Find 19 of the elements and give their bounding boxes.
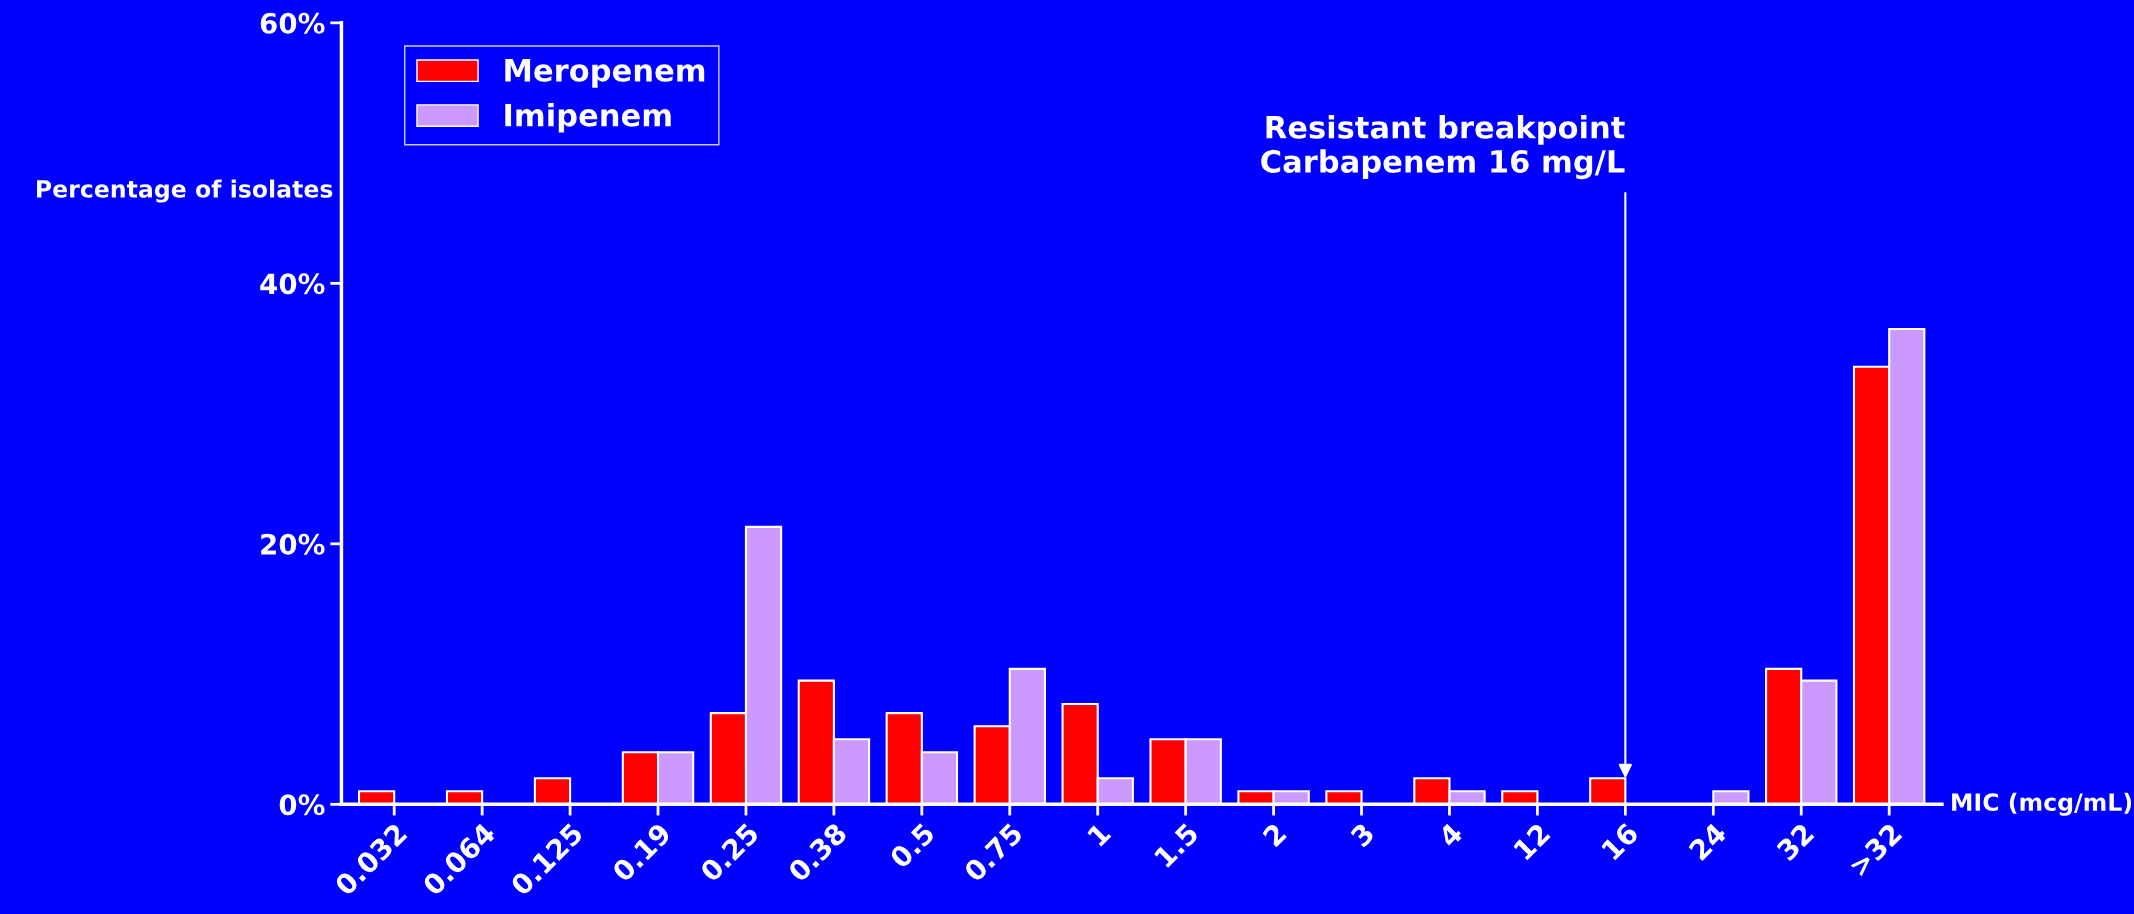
x-tick-label: 1 bbox=[1086, 822, 1112, 847]
y-tick-label: 60% bbox=[260, 12, 325, 34]
legend-label: Imipenem bbox=[505, 103, 671, 133]
x-tick-label: 24 bbox=[1687, 821, 1728, 861]
x-axis-title: MIC (mcg/mL) bbox=[1952, 792, 2132, 816]
x-tick-label: 16 bbox=[1600, 821, 1640, 861]
x-tick-label: 12 bbox=[1512, 822, 1551, 861]
annotation: Resistant breakpoint Carbapenem 16 mg/L bbox=[1261, 115, 1625, 180]
y-tick-label: 0% bbox=[279, 794, 325, 816]
y-tick-label: 40% bbox=[260, 273, 325, 295]
x-tick-label: 2 bbox=[1261, 822, 1287, 848]
x-tick-label: 4 bbox=[1437, 821, 1464, 848]
x-tick-label: 1.5 bbox=[1153, 822, 1200, 869]
x-tick-label: 32 bbox=[1775, 822, 1815, 862]
x-tick-label: 0.5 bbox=[888, 822, 936, 870]
y-axis-title: Percentage of isolates bbox=[37, 179, 333, 203]
y-tick-label: 20% bbox=[261, 533, 325, 555]
x-tick-label: 3 bbox=[1349, 822, 1376, 848]
legend-label: Meropenem bbox=[505, 59, 705, 88]
